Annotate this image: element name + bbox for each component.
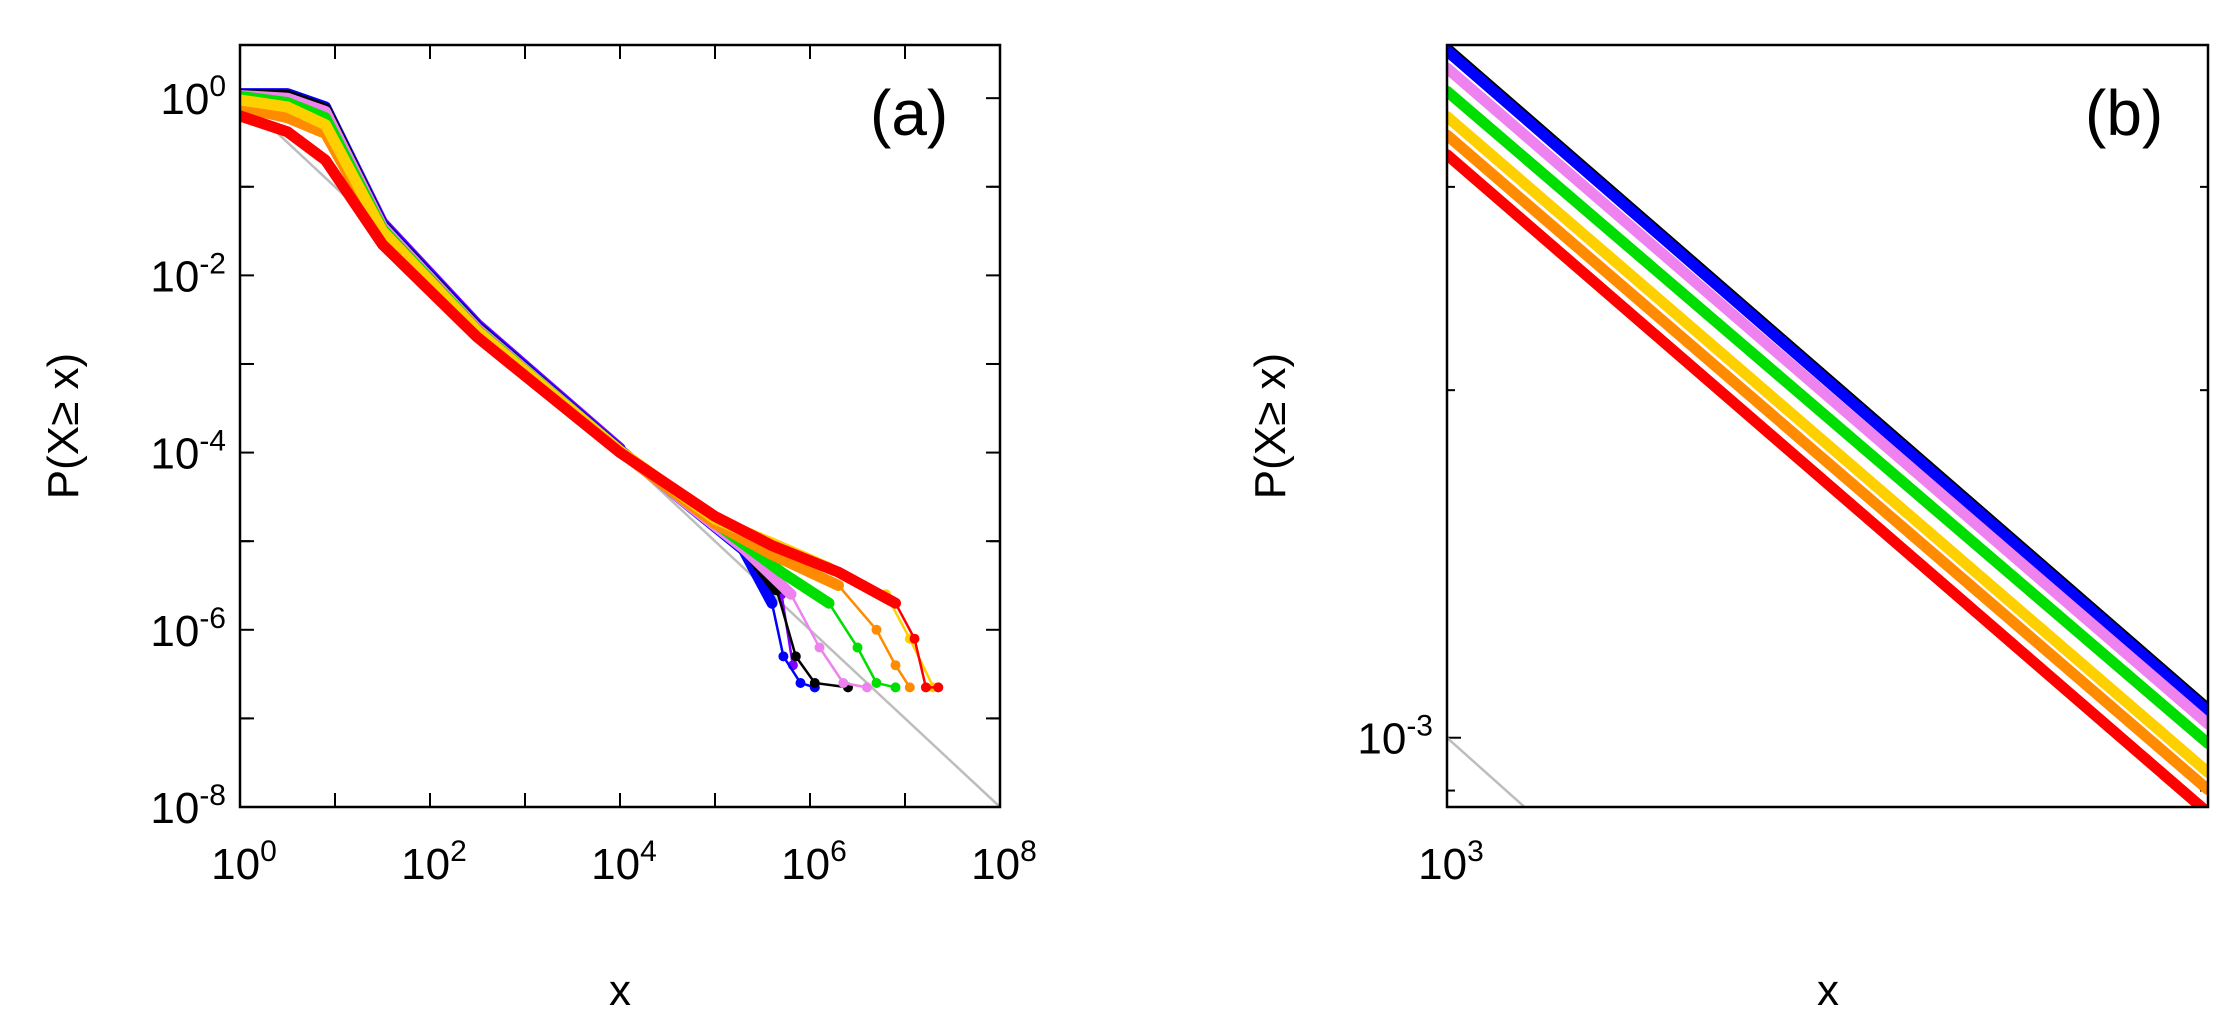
series-tail-green [827, 602, 896, 689]
data-point-red [890, 598, 901, 609]
y-tick-label: 10-6 [150, 602, 226, 656]
series-tail-black [775, 589, 849, 689]
panel-b-y-axis-label: P(X≥ x) [1246, 353, 1295, 499]
y-tick-label: 10-4 [150, 425, 226, 479]
data-point-orange [833, 580, 844, 591]
panel-b-reference-line [1447, 736, 1527, 807]
data-point-orange [904, 682, 915, 693]
data-point-violet [814, 642, 825, 653]
data-point-red [933, 682, 944, 693]
data-point-green [871, 678, 882, 688]
panel-a-y-axis-label: P(X≥ x) [39, 353, 88, 499]
panel-b: 103 10-3 (b) x P(X≥ x) [1246, 43, 2210, 1015]
x-tick-label: 102 [401, 835, 467, 889]
data-point-black [809, 678, 820, 688]
series-green [1447, 85, 2208, 749]
data-point-red [909, 633, 920, 644]
data-point-violet [786, 589, 796, 600]
x-tick-label: 100 [211, 835, 277, 889]
data-point-violet [862, 682, 872, 693]
y-tick-label: 10-8 [150, 779, 226, 833]
y-tick-label: 10-2 [150, 247, 226, 301]
series-red [1447, 149, 2208, 807]
series-tail-violet [789, 593, 868, 689]
panel-b-label: (b) [2085, 77, 2163, 149]
series-blue [1447, 45, 2208, 717]
series-violet [1447, 62, 2208, 730]
panel-a-series-group [240, 88, 944, 693]
series-tail-red [894, 602, 939, 689]
data-point-orange [890, 660, 901, 671]
data-point-blue [795, 678, 806, 688]
y-tick-label: 100 [160, 70, 226, 124]
panel-b-series-group [1447, 45, 2208, 807]
data-point-blue [767, 598, 777, 609]
data-point-green [890, 682, 901, 693]
panel-a-tick-labels: 100 102 104 106 108 100 10-2 10-4 10-6 10-8 [150, 70, 1036, 889]
data-point-black [790, 651, 801, 662]
series-gold [1447, 111, 2208, 778]
series-tail-orange [837, 584, 911, 689]
series-tail-blue [770, 602, 816, 689]
x-tick-label: 106 [781, 835, 847, 889]
series-orange [240, 101, 844, 591]
data-point-green [824, 598, 834, 609]
panel-a-x-axis-label: x [609, 966, 631, 1015]
panel-a-plot-frame [238, 43, 1002, 809]
data-point-orange [871, 624, 882, 635]
x-tick-label: 104 [591, 835, 657, 889]
data-point-red [920, 682, 931, 693]
y-tick-label: 10-3 [1357, 710, 1433, 764]
series-orange [1447, 129, 2208, 796]
panel-a: 100 102 104 106 108 100 10-2 10-4 10-6 10-8 (a) x… [39, 43, 1037, 1015]
data-point-green [852, 642, 863, 653]
data-point-violet [838, 678, 849, 688]
panel-b-plot-frame [1445, 43, 2210, 809]
panel-a-label: (a) [870, 77, 948, 149]
x-tick-label: 108 [971, 835, 1037, 889]
data-point-blue [778, 651, 789, 662]
panel-b-tick-labels: 103 10-3 [1357, 710, 1483, 889]
panel-b-x-axis-label: x [1817, 966, 1839, 1015]
x-tick-label: 103 [1418, 835, 1484, 889]
series-red [240, 110, 901, 609]
